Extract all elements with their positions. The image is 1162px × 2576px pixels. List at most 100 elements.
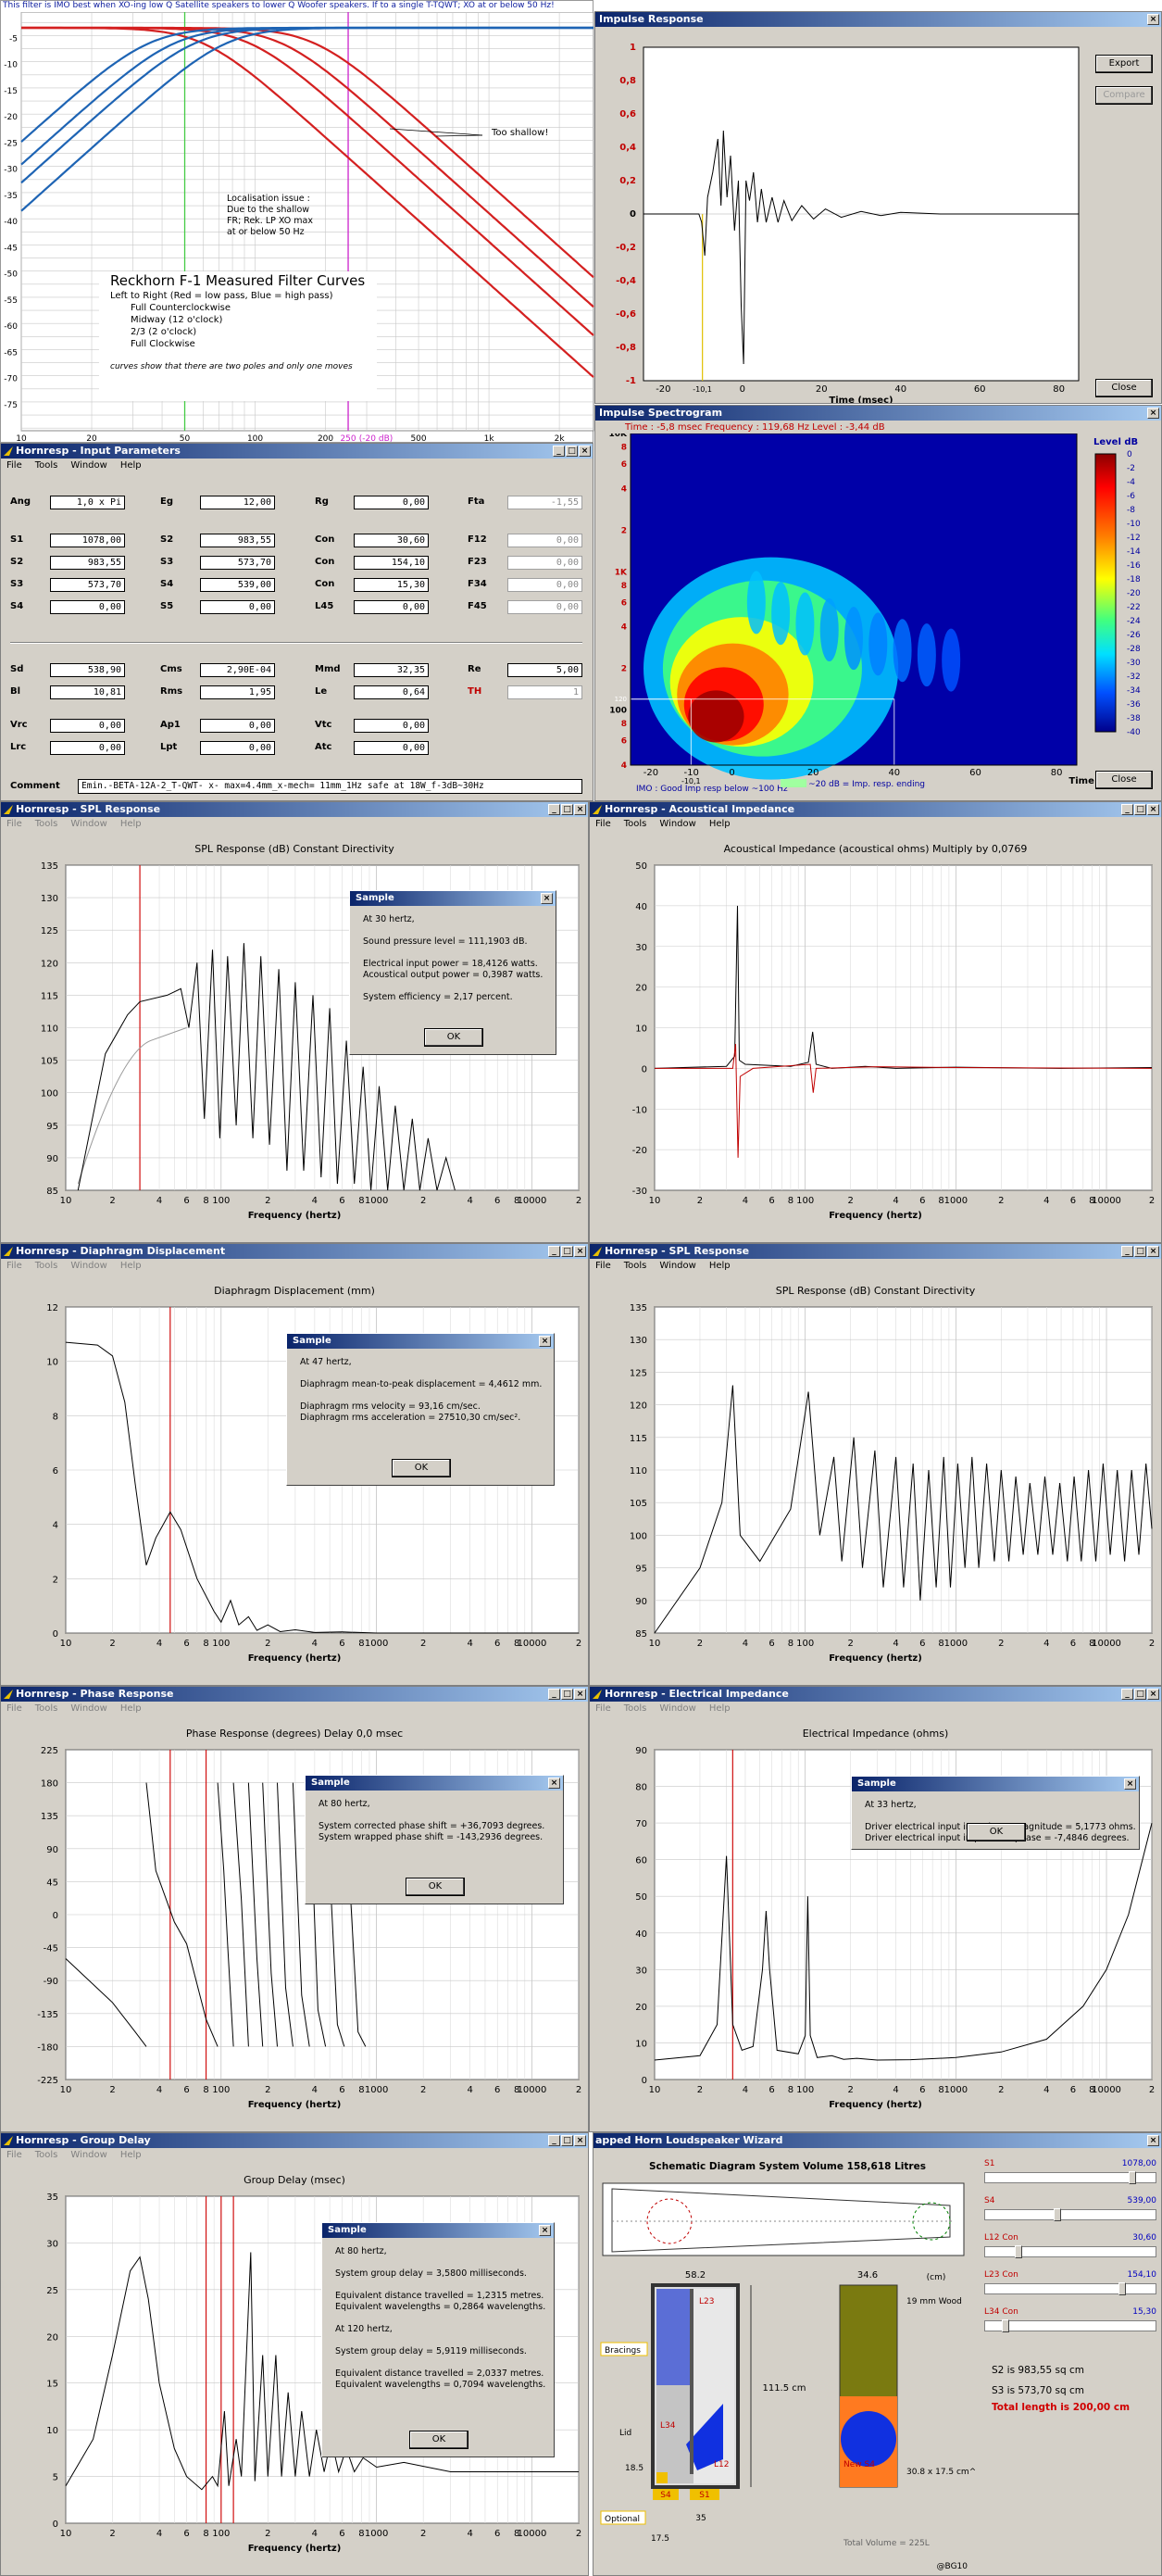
menu-help[interactable]: Help [708,1703,731,1714]
param-field[interactable]: 0,00 [200,719,275,733]
maximize-icon[interactable]: □ [561,1689,573,1700]
param-field[interactable]: 5,00 [507,663,582,677]
param-field[interactable]: 983,55 [200,534,275,547]
minimize-icon[interactable]: _ [548,1689,560,1700]
wizard-slider[interactable] [984,2245,1156,2258]
menu-window[interactable]: Window [70,1261,107,1271]
menu-file[interactable]: File [595,1703,611,1714]
menu-window[interactable]: Window [70,819,107,829]
menu-file[interactable]: File [6,2150,22,2160]
minimize-icon[interactable]: _ [1121,804,1133,815]
minimize-icon[interactable]: _ [1121,1689,1133,1700]
close-icon[interactable]: × [1147,2135,1159,2146]
minimize-icon[interactable]: _ [553,446,565,457]
menu-file[interactable]: File [6,819,22,829]
close-icon[interactable]: × [541,893,553,904]
menu-window[interactable]: Window [659,1261,696,1271]
menu-window[interactable]: Window [659,1703,696,1714]
minimize-icon[interactable]: _ [548,804,560,815]
close-icon[interactable]: × [1147,408,1159,419]
param-field[interactable]: 0,00 [354,600,429,614]
param-field[interactable]: 573,70 [200,556,275,570]
slider-thumb[interactable] [1001,2319,1009,2332]
param-field[interactable]: 0,00 [50,719,125,733]
menu-file[interactable]: File [6,1261,22,1271]
maximize-icon[interactable]: □ [561,1246,573,1257]
menu-tools[interactable]: Tools [623,1261,647,1271]
maximize-icon[interactable]: □ [561,2135,573,2146]
close-icon[interactable]: × [1147,14,1159,25]
param-field[interactable]: 0,00 [200,741,275,755]
ok-button[interactable]: OK [409,2431,469,2449]
param-field[interactable]: 538,90 [50,663,125,677]
wizard-slider[interactable] [984,2208,1156,2221]
param-field[interactable]: 983,55 [50,556,125,570]
param-field[interactable]: 0,00 [507,578,582,592]
close-icon[interactable]: × [574,1246,586,1257]
param-field[interactable]: 0,64 [354,685,429,699]
close-icon[interactable]: × [539,2225,551,2236]
close-icon[interactable]: × [1147,1246,1159,1257]
close-icon[interactable]: × [1147,804,1159,815]
maximize-icon[interactable]: □ [566,446,578,457]
close-icon[interactable]: × [579,446,591,457]
wizard-slider[interactable] [984,2282,1156,2295]
param-field[interactable]: 1,0 x Pi [50,496,125,509]
menu-help[interactable]: Help [119,1261,142,1271]
param-field[interactable]: 0,00 [354,719,429,733]
menu-tools[interactable]: Tools [34,1703,58,1714]
export-button[interactable]: Export [1095,55,1153,73]
menu-file[interactable]: File [6,1703,22,1714]
menu-help[interactable]: Help [708,819,731,829]
param-field[interactable]: 0,00 [354,741,429,755]
wizard-slider[interactable] [984,2171,1156,2184]
param-field[interactable]: 30,60 [354,534,429,547]
param-field[interactable]: 15,30 [354,578,429,592]
param-field[interactable]: 1,95 [200,685,275,699]
menu-window[interactable]: Window [70,460,107,471]
minimize-icon[interactable]: _ [548,1246,560,1257]
param-field[interactable]: 1078,00 [50,534,125,547]
menu-window[interactable]: Window [70,2150,107,2160]
param-field[interactable]: 0,00 [50,741,125,755]
ok-button[interactable]: OK [424,1028,483,1047]
param-field[interactable]: 0,00 [507,556,582,570]
ok-button[interactable]: OK [967,1823,1026,1841]
param-field[interactable]: 0,00 [50,600,125,614]
slider-thumb[interactable] [1128,2171,1136,2184]
menu-window[interactable]: Window [70,1703,107,1714]
compare-button[interactable]: Compare [1095,86,1153,105]
minimize-icon[interactable]: _ [1121,1246,1133,1257]
slider-thumb[interactable] [1053,2208,1061,2221]
param-field[interactable]: 0,00 [507,534,582,547]
param-field[interactable]: 154,10 [354,556,429,570]
menu-tools[interactable]: Tools [34,460,58,471]
menu-help[interactable]: Help [119,460,142,471]
menu-window[interactable]: Window [659,819,696,829]
close-icon[interactable]: × [574,804,586,815]
menu-tools[interactable]: Tools [34,819,58,829]
spectrogram-close-button[interactable]: Close [1095,771,1153,789]
comment-field[interactable]: Emin.-BETA-12A-2_T-QWT- x- max=4.4mm_x-m… [78,779,582,794]
menu-file[interactable]: File [595,1261,611,1271]
param-field[interactable]: 0,00 [507,600,582,614]
minimize-icon[interactable]: _ [548,2135,560,2146]
ok-button[interactable]: OK [406,1878,465,1896]
param-field[interactable]: 2,90E-04 [200,663,275,677]
close-icon[interactable]: × [574,2135,586,2146]
slider-thumb[interactable] [1118,2282,1127,2295]
param-field[interactable]: 539,00 [200,578,275,592]
impulse-close-button[interactable]: Close [1095,379,1153,397]
maximize-icon[interactable]: □ [1134,804,1146,815]
param-field[interactable]: 10,81 [50,685,125,699]
param-field[interactable]: -1,55 [507,496,582,509]
close-icon[interactable]: × [539,1336,551,1347]
menu-help[interactable]: Help [119,819,142,829]
menu-help[interactable]: Help [119,1703,142,1714]
maximize-icon[interactable]: □ [561,804,573,815]
maximize-icon[interactable]: □ [1134,1246,1146,1257]
close-icon[interactable]: × [548,1778,560,1789]
menu-help[interactable]: Help [119,2150,142,2160]
menu-help[interactable]: Help [708,1261,731,1271]
param-field[interactable]: 1 [507,685,582,699]
